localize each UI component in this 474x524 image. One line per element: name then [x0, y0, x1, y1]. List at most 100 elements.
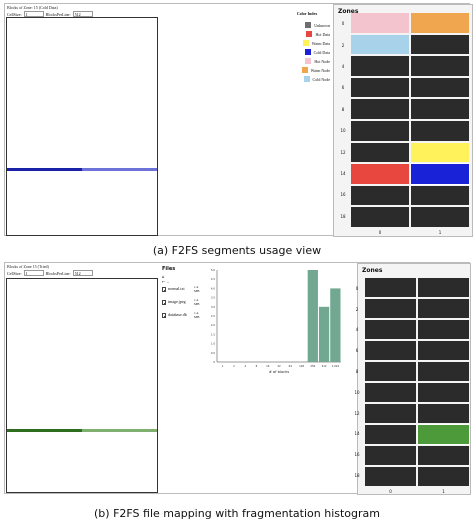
zone-cell[interactable]: [365, 278, 416, 297]
y-tick-label: 3.5: [211, 296, 215, 300]
zone-cell[interactable]: [365, 383, 416, 402]
legend-label: Warm Node: [310, 67, 330, 73]
file-size: 1.4 MB: [194, 298, 200, 306]
zone-row-label: 4: [341, 63, 345, 69]
block-canvas[interactable]: [6, 17, 158, 236]
zone-cell[interactable]: [410, 163, 470, 185]
zone-row-label: 18: [340, 213, 346, 219]
zone-row-label: 10: [354, 389, 360, 395]
blocksperline-input[interactable]: [72, 270, 93, 276]
cellsize-input[interactable]: [23, 270, 44, 276]
zone-cell[interactable]: [351, 99, 409, 119]
zone-cell[interactable]: [418, 362, 469, 381]
file-item[interactable]: database.db 1.4 MB: [162, 311, 206, 323]
zone-cell[interactable]: [351, 142, 409, 163]
block-view-title: Blocks of Zone: 15 (Cold Data): [7, 5, 58, 10]
zone-cell[interactable]: [351, 77, 409, 98]
legend-item: Warm Data: [284, 39, 330, 47]
partial-blocks-line: [82, 429, 157, 432]
legend-swatch: [303, 76, 310, 82]
legend-label: Cold Data: [313, 49, 330, 55]
legend-item: Hot Node: [284, 57, 330, 65]
y-tick-label: 0: [213, 360, 215, 364]
file-icon: [162, 313, 166, 318]
cellsize-input[interactable]: [23, 11, 44, 17]
segments-usage-pane: Blocks of Zone: 15 (Cold Data) CellSize:…: [4, 3, 473, 237]
file-item[interactable]: image.jpeg 1.4 MB: [162, 298, 206, 310]
blocksperline-label: BlocksPerLine:: [45, 270, 71, 276]
zone-col-label: 1: [442, 489, 445, 494]
zone-cell[interactable]: [411, 121, 469, 141]
y-tick-label: 1.5: [211, 332, 215, 336]
zone-row-label: 0: [341, 21, 345, 27]
y-tick-label: 3.0: [211, 305, 215, 309]
zone-row-label: 8: [355, 369, 359, 375]
histogram-bar: [330, 288, 341, 362]
block-canvas[interactable]: [6, 278, 158, 493]
zone-cell[interactable]: [351, 13, 409, 33]
zone-cell[interactable]: [418, 341, 469, 360]
legend-label: Warm Data: [311, 40, 330, 46]
x-tick-label: 512: [322, 364, 327, 368]
x-tick-label: 16: [266, 364, 270, 368]
zone-cell[interactable]: [365, 446, 416, 465]
zone-cell[interactable]: [411, 13, 469, 33]
color-index-legend: Color Index Unknown Hot Data Warm Data Cold…: [284, 11, 330, 84]
legend-swatch: [302, 40, 309, 46]
zone-cell[interactable]: [365, 362, 416, 381]
y-tick-label: 2.0: [211, 323, 215, 327]
x-tick-label: 4: [244, 364, 246, 368]
zone-cell[interactable]: [365, 467, 416, 486]
files-title: Files: [162, 266, 176, 272]
figure-caption-a: (a) F2FS segments usage view: [152, 244, 322, 257]
legend-item: Hot Data: [284, 30, 330, 38]
zone-cell[interactable]: [418, 446, 469, 465]
zone-cell[interactable]: [411, 99, 469, 119]
zone-cell[interactable]: [365, 341, 416, 360]
zone-row-labels: 0 2 4 6 8 10 12 14 16 18: [337, 13, 349, 227]
zone-cell[interactable]: [351, 121, 409, 141]
block-view-title: Blocks of Zone 15 (Tried): [7, 264, 49, 269]
zone-cell[interactable]: [365, 320, 416, 339]
zone-cell[interactable]: [351, 164, 409, 184]
zone-row-labels: 0 2 4 6 8 10 12 14 16 18: [351, 278, 363, 486]
zone-row-label: 6: [341, 85, 345, 91]
y-tick-label: 4.0: [211, 286, 215, 290]
zones-grid: [365, 278, 470, 486]
home-icon[interactable]: ⌂: [162, 274, 165, 279]
zone-cell[interactable]: [418, 278, 469, 297]
zone-cell[interactable]: [418, 320, 469, 339]
blocksperline-input[interactable]: [72, 11, 93, 17]
zone-cell[interactable]: [411, 207, 469, 227]
zone-cell[interactable]: [411, 34, 469, 55]
figure-caption-b: (b) F2FS file mapping with fragmentation…: [94, 507, 380, 520]
zone-cell[interactable]: [351, 207, 409, 227]
zone-cell[interactable]: [411, 56, 469, 76]
zone-cell[interactable]: [418, 404, 469, 423]
zone-cell[interactable]: [351, 56, 409, 76]
zone-cell[interactable]: [418, 299, 469, 318]
zone-cell[interactable]: [411, 142, 469, 163]
zone-cell[interactable]: [417, 424, 470, 445]
legend-item: Unknown: [284, 21, 330, 29]
zone-cell[interactable]: [365, 299, 416, 318]
zone-cell[interactable]: [411, 185, 469, 206]
legend-swatch: [304, 49, 311, 55]
file-icon: [162, 287, 166, 292]
parent-dir-link[interactable]: ← ..: [162, 279, 170, 284]
zone-cell[interactable]: [351, 34, 409, 55]
file-item[interactable]: normal.txt 1.4 MB: [162, 285, 206, 297]
zone-cell[interactable]: [365, 425, 416, 444]
x-tick-label: 256: [310, 364, 315, 368]
zone-cell[interactable]: [418, 467, 469, 486]
legend-title: Color Index: [296, 11, 318, 16]
cellsize-label: CellSize:: [7, 11, 22, 17]
zone-cell[interactable]: [365, 404, 416, 423]
zone-cell[interactable]: [351, 185, 409, 206]
legend-swatch: [306, 31, 313, 37]
zones-title: Zones: [338, 8, 359, 15]
zone-row-label: 4: [355, 327, 359, 333]
zone-cell[interactable]: [418, 383, 469, 402]
y-tick-label: 0.5: [211, 351, 215, 355]
zone-cell[interactable]: [411, 77, 469, 98]
